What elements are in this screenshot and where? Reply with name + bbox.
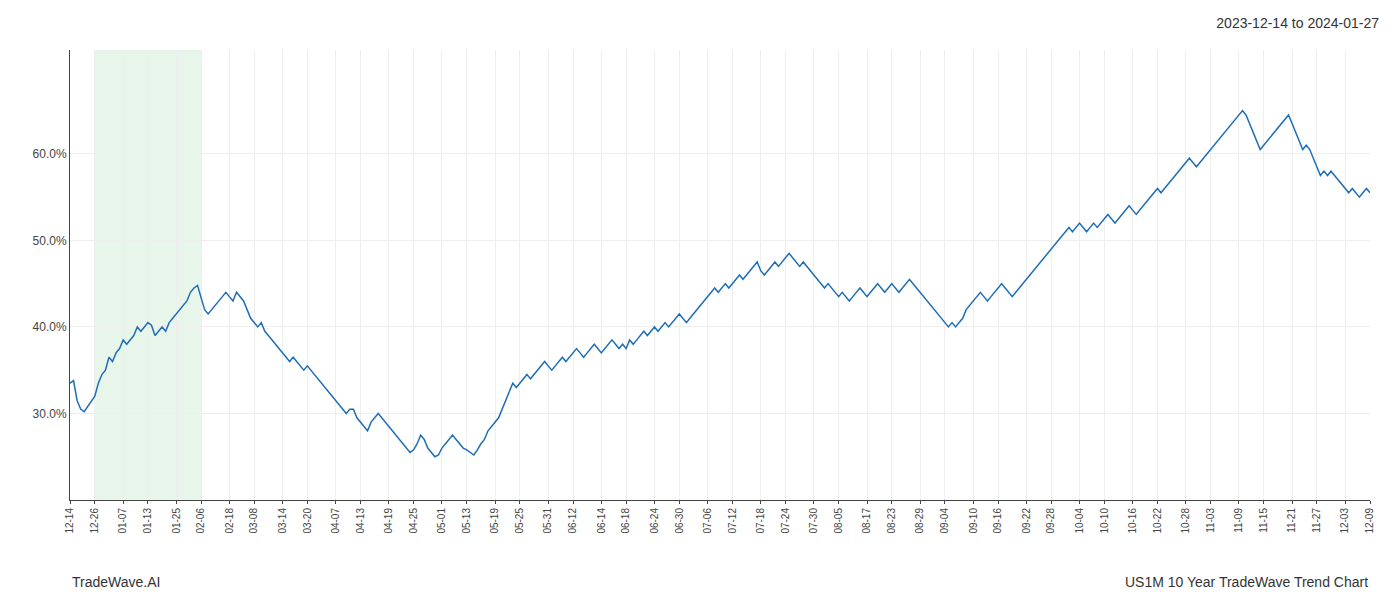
svg-text:07-06: 07-06	[702, 508, 713, 534]
svg-text:US1M 10 Year TradeWave Trend C: US1M 10 Year TradeWave Trend Chart	[1125, 574, 1368, 590]
svg-text:11-09: 11-09	[1233, 508, 1244, 533]
svg-text:11-15: 11-15	[1258, 508, 1269, 533]
svg-text:09-22: 09-22	[1021, 508, 1032, 534]
svg-text:12-03: 12-03	[1339, 508, 1350, 534]
svg-text:01-25: 01-25	[171, 508, 182, 534]
svg-text:10-28: 10-28	[1180, 508, 1191, 534]
svg-text:02-18: 02-18	[224, 508, 235, 534]
svg-text:01-07: 01-07	[117, 508, 128, 534]
svg-text:40.0%: 40.0%	[33, 320, 67, 334]
svg-text:10-04: 10-04	[1074, 508, 1085, 534]
svg-text:05-19: 05-19	[489, 508, 500, 534]
svg-text:30.0%: 30.0%	[33, 407, 67, 421]
svg-text:06-14: 06-14	[596, 508, 607, 534]
svg-text:03-08: 03-08	[248, 508, 259, 534]
svg-text:05-25: 05-25	[514, 508, 525, 534]
svg-text:09-28: 09-28	[1045, 508, 1056, 534]
svg-text:08-23: 08-23	[886, 508, 897, 534]
svg-text:04-07: 04-07	[330, 508, 341, 534]
svg-text:06-18: 06-18	[620, 508, 631, 534]
svg-text:04-19: 04-19	[383, 508, 394, 534]
svg-text:07-18: 07-18	[755, 508, 766, 534]
svg-text:04-25: 04-25	[408, 508, 419, 534]
svg-text:07-30: 07-30	[808, 508, 819, 534]
svg-text:11-27: 11-27	[1311, 508, 1322, 533]
svg-text:10-16: 10-16	[1127, 508, 1138, 534]
svg-text:10-22: 10-22	[1152, 508, 1163, 534]
svg-text:09-04: 09-04	[939, 508, 950, 534]
svg-text:05-13: 05-13	[461, 508, 472, 534]
svg-text:TradeWave.AI: TradeWave.AI	[72, 574, 160, 590]
svg-text:05-01: 05-01	[436, 508, 447, 534]
svg-text:07-12: 07-12	[727, 508, 738, 534]
svg-text:07-24: 07-24	[780, 508, 791, 534]
svg-text:06-24: 06-24	[649, 508, 660, 534]
svg-text:60.0%: 60.0%	[33, 147, 67, 161]
svg-text:11-03: 11-03	[1205, 508, 1216, 533]
svg-text:08-17: 08-17	[861, 508, 872, 534]
svg-text:08-29: 08-29	[914, 508, 925, 534]
svg-text:09-10: 09-10	[968, 508, 979, 534]
svg-text:10-10: 10-10	[1099, 508, 1110, 534]
svg-text:06-12: 06-12	[567, 508, 578, 534]
svg-text:05-31: 05-31	[542, 508, 553, 534]
svg-text:03-14: 03-14	[277, 508, 288, 534]
svg-text:03-20: 03-20	[302, 508, 313, 534]
svg-text:02-06: 02-06	[195, 508, 206, 534]
svg-text:2023-12-14 to 2024-01-27: 2023-12-14 to 2024-01-27	[1216, 15, 1379, 31]
svg-text:09-16: 09-16	[992, 508, 1003, 534]
svg-text:12-14: 12-14	[64, 508, 75, 534]
svg-text:08-05: 08-05	[833, 508, 844, 534]
svg-text:11-21: 11-21	[1286, 508, 1297, 533]
svg-text:12-26: 12-26	[89, 508, 100, 534]
svg-text:50.0%: 50.0%	[33, 234, 67, 248]
svg-text:04-13: 04-13	[355, 508, 366, 534]
svg-text:06-30: 06-30	[674, 508, 685, 534]
svg-text:01-13: 01-13	[142, 508, 153, 534]
svg-text:12-09: 12-09	[1364, 508, 1375, 534]
